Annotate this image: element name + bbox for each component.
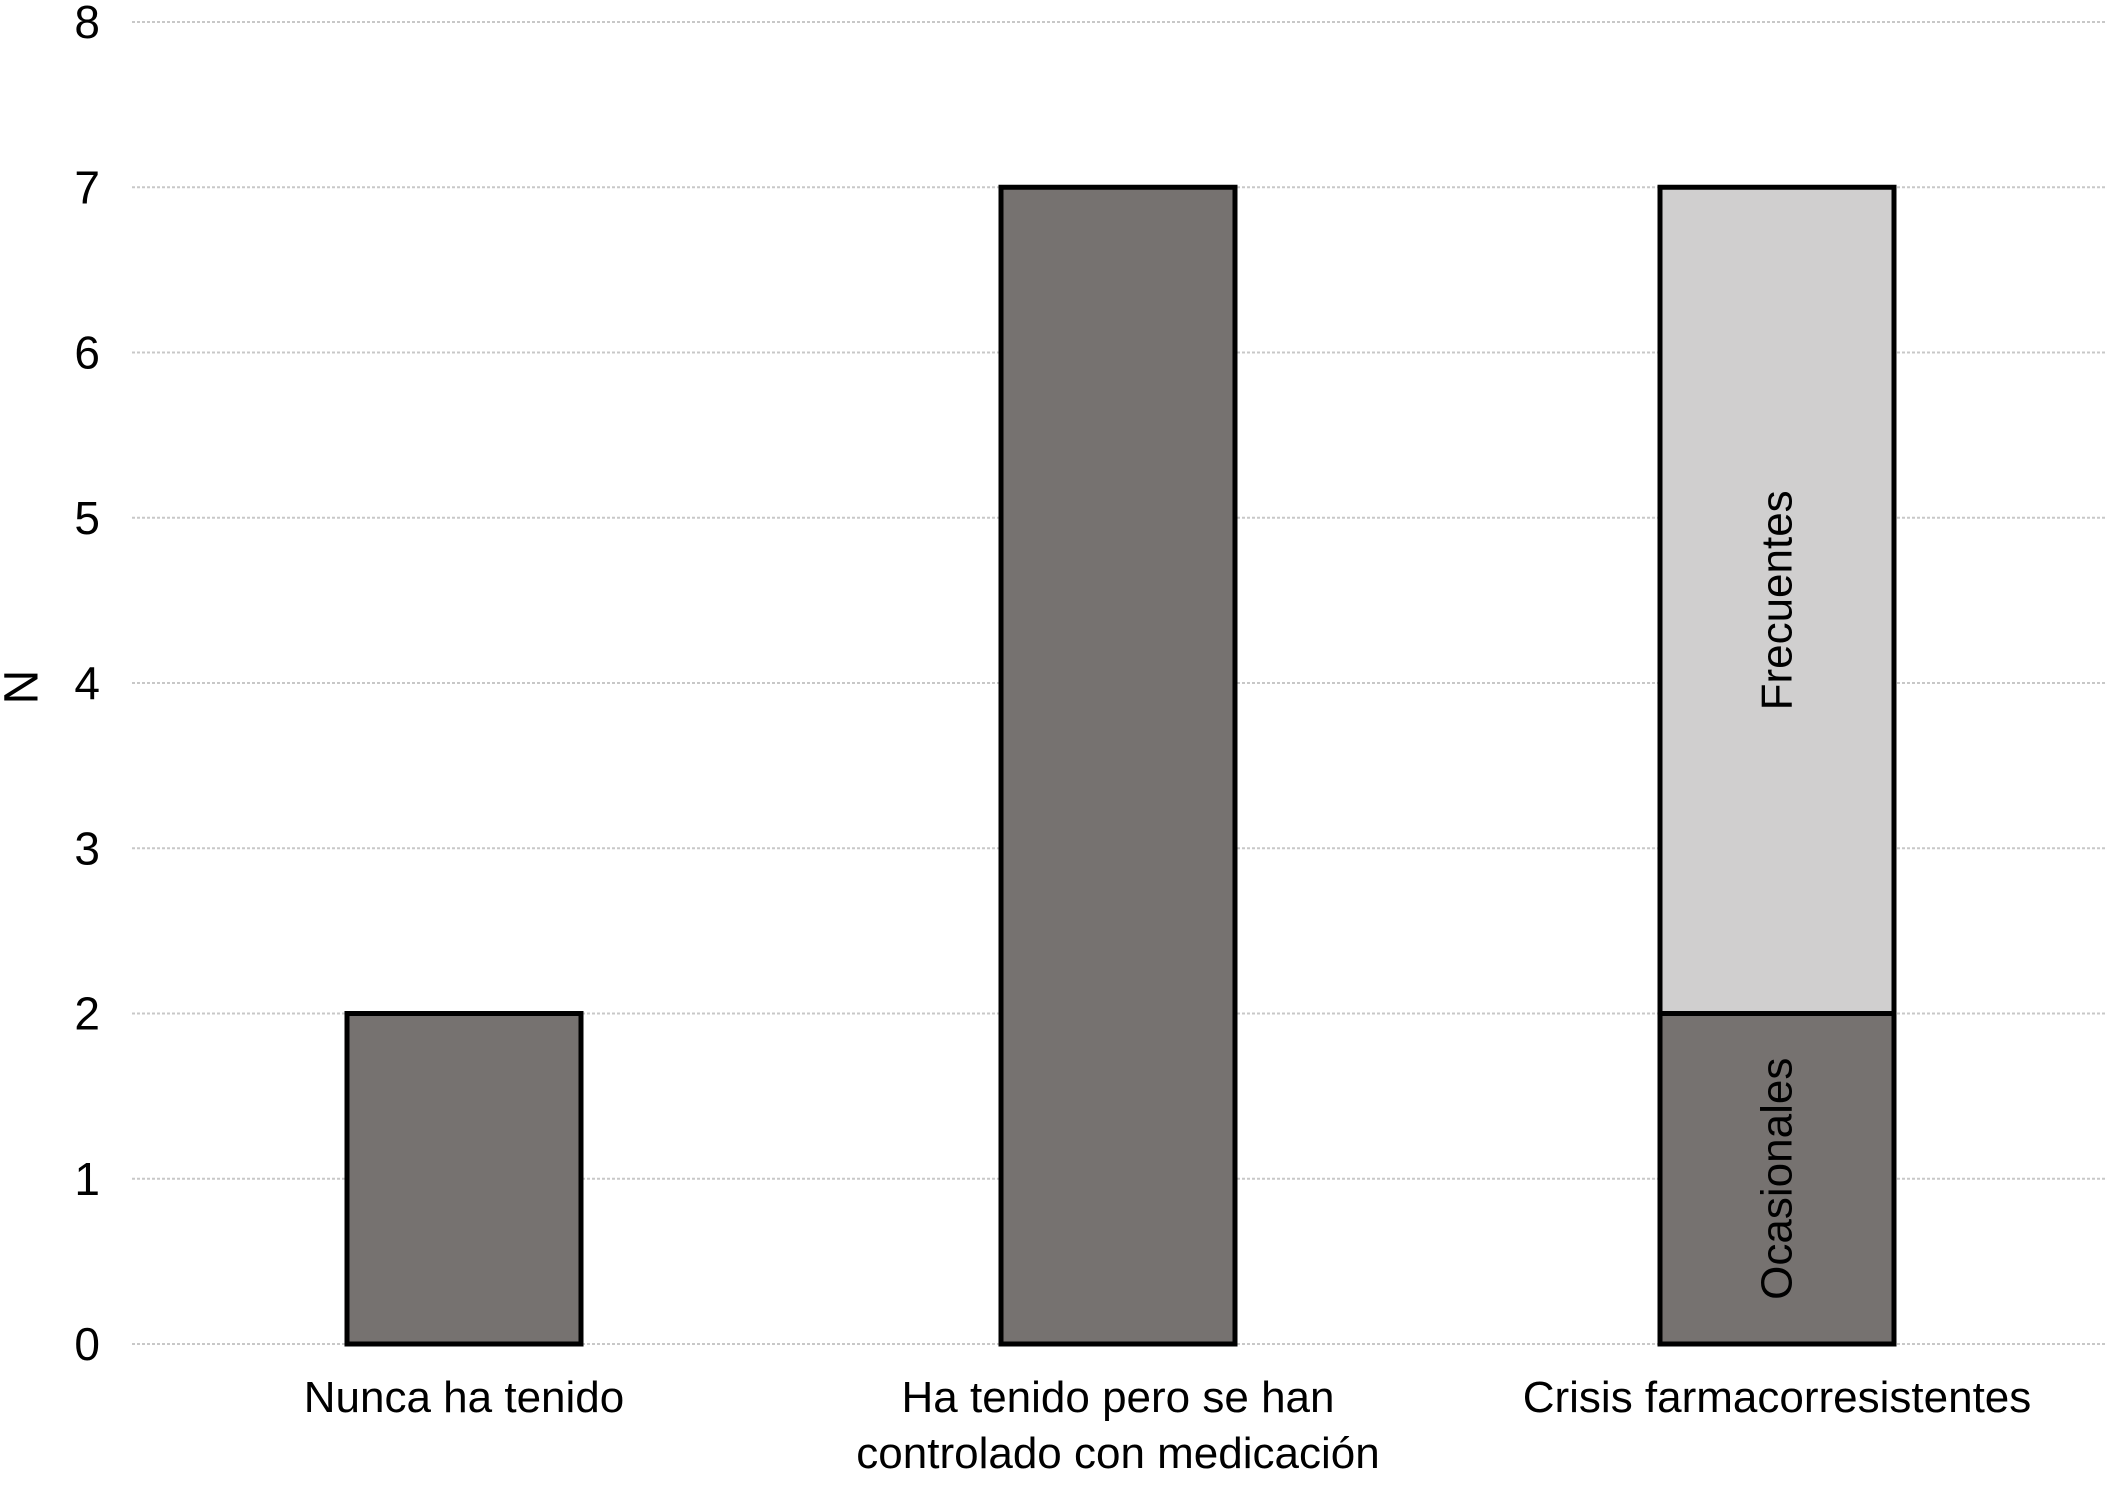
- bar-segment: [998, 184, 1238, 1347]
- y-tick-label: 3: [74, 822, 100, 874]
- x-category-label: controlado con medicación: [856, 1429, 1379, 1478]
- y-tick-label: 5: [74, 492, 100, 544]
- bar-segment: [1657, 184, 1897, 1016]
- y-tick-label: 6: [74, 327, 100, 379]
- bar-segment: [1657, 1011, 1897, 1347]
- x-category-label: Crisis farmacorresistentes: [1523, 1373, 2032, 1422]
- x-category-label: Ha tenido pero se han: [902, 1373, 1335, 1422]
- y-tick-label: 1: [74, 1153, 100, 1205]
- y-tick-label: 0: [74, 1318, 100, 1370]
- x-category-label: Nunca ha tenido: [304, 1373, 624, 1422]
- segment-label: Frecuentes: [1753, 490, 1802, 710]
- x-axis-category-labels: Nunca ha tenido Ha tenido pero se han cont…: [304, 1373, 2032, 1478]
- y-tick-label: 8: [74, 0, 100, 48]
- bars: Ocasionales Frecuentes: [344, 184, 1897, 1347]
- y-tick-label: 4: [74, 657, 100, 709]
- segment-label: Ocasionales: [1753, 1058, 1802, 1300]
- bar-segment: [344, 1011, 584, 1347]
- y-axis-ticks: 0 1 2 3 4 5 6 7 8: [74, 0, 100, 1370]
- y-tick-label: 2: [74, 988, 100, 1040]
- y-tick-label: 7: [74, 161, 100, 213]
- y-axis-title: N: [0, 670, 49, 705]
